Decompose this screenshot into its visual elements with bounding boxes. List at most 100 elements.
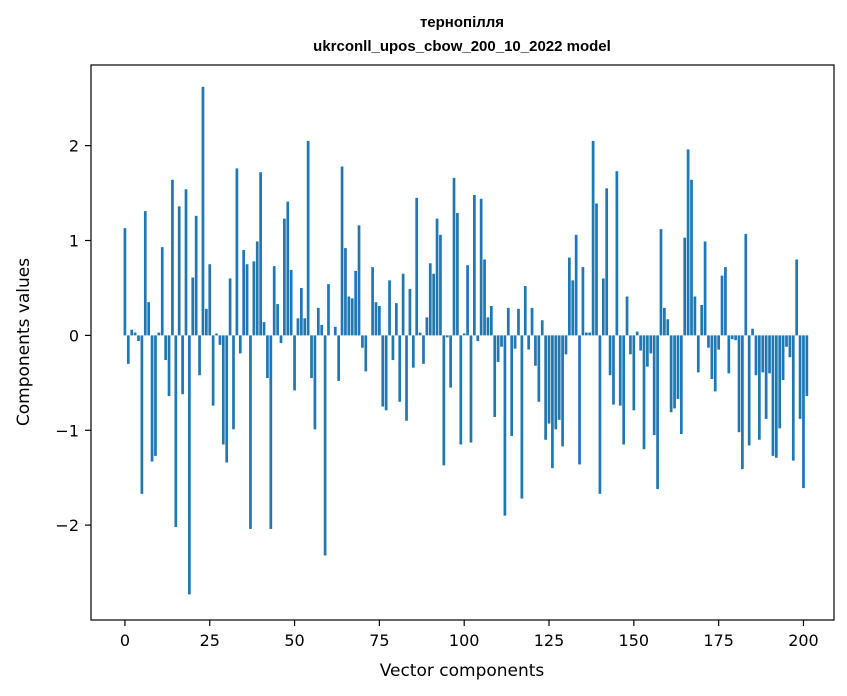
bar	[574, 234, 578, 336]
bar	[513, 335, 517, 349]
chart-title-line1: тернопілля	[420, 14, 504, 31]
y-axis-label: Components values	[14, 258, 34, 426]
bar	[764, 335, 768, 419]
bar	[303, 318, 307, 336]
bar	[456, 213, 459, 336]
bar	[289, 269, 293, 336]
bar	[350, 298, 354, 336]
x-tick-label: 150	[619, 631, 650, 650]
bar	[744, 233, 748, 336]
bar	[445, 335, 449, 338]
x-tick-label: 25	[200, 631, 220, 650]
bar	[598, 335, 602, 494]
y-tick-label: 1	[69, 232, 79, 251]
bar	[669, 335, 673, 413]
bar	[398, 335, 402, 402]
bar	[673, 335, 676, 409]
bar	[761, 335, 765, 373]
bar	[276, 304, 279, 336]
bar	[215, 333, 218, 336]
bar	[415, 197, 419, 336]
bar	[486, 317, 490, 336]
bar	[771, 335, 775, 456]
bar	[547, 335, 551, 424]
bar	[717, 335, 720, 350]
bar	[428, 263, 432, 336]
bar	[262, 322, 266, 336]
bar	[154, 335, 157, 456]
bar	[422, 335, 425, 364]
bar	[211, 335, 215, 406]
bar	[693, 296, 697, 336]
bar	[150, 335, 154, 462]
bar	[608, 335, 612, 376]
bar	[615, 171, 619, 336]
bar	[578, 335, 581, 465]
bar	[493, 335, 497, 417]
bar	[564, 335, 568, 355]
bar	[306, 140, 310, 336]
bar	[588, 332, 592, 336]
bar	[805, 335, 809, 397]
bar	[751, 328, 754, 336]
bar	[204, 308, 208, 336]
bar	[679, 335, 683, 435]
x-tick-label: 125	[534, 631, 565, 650]
bar	[266, 335, 269, 379]
bar	[795, 259, 799, 336]
bar	[544, 335, 547, 440]
bar	[517, 308, 520, 336]
bar	[388, 280, 391, 336]
bar	[344, 248, 347, 336]
bar	[707, 335, 710, 348]
bar	[466, 265, 469, 336]
bar	[730, 335, 734, 340]
bar	[408, 288, 412, 336]
bar	[659, 229, 663, 336]
bar	[401, 273, 405, 336]
bar	[510, 335, 514, 436]
y-tick-label: −2	[55, 516, 79, 535]
bar	[656, 335, 659, 490]
bar	[245, 264, 249, 336]
bar	[710, 335, 714, 380]
bar	[394, 303, 398, 336]
bar	[283, 218, 286, 336]
bar	[232, 335, 235, 430]
bar	[452, 177, 456, 336]
bar	[489, 305, 493, 336]
bar	[605, 188, 609, 336]
bar	[632, 335, 636, 411]
bar	[652, 335, 656, 435]
bar	[218, 335, 222, 345]
bar	[676, 335, 680, 399]
bar	[523, 286, 527, 336]
bar	[418, 332, 422, 336]
bar	[171, 179, 174, 336]
bar	[727, 335, 731, 374]
bar	[299, 287, 303, 336]
bar	[242, 250, 246, 336]
bar	[181, 335, 184, 395]
y-tick-label: 0	[69, 326, 79, 345]
bar	[781, 335, 785, 380]
bar	[737, 335, 741, 433]
bar	[642, 335, 646, 450]
bar	[157, 332, 161, 336]
bar	[123, 228, 127, 336]
bar	[160, 247, 164, 336]
bar	[785, 335, 788, 347]
bar	[720, 275, 724, 336]
bar	[788, 335, 792, 358]
bar	[293, 335, 296, 391]
bar	[479, 198, 483, 336]
bar	[646, 335, 649, 367]
bar	[683, 237, 687, 336]
bar	[228, 278, 232, 336]
x-tick-label: 100	[449, 631, 480, 650]
bar	[279, 335, 283, 343]
x-axis-ticks: 0 25 50 75 100 125 150 175 200	[120, 620, 819, 650]
bar	[612, 335, 615, 405]
chart-title-line2: ukrconll_upos_cbow_200_10_2022 model	[313, 38, 611, 55]
bar	[371, 267, 374, 336]
